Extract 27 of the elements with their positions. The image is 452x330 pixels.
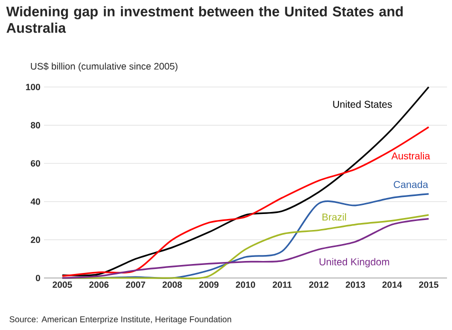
x-tick-label: 2006: [89, 282, 109, 288]
line-series: [62, 86, 430, 276]
y-tick-label: 60: [30, 160, 40, 167]
y-tick-label: 100: [26, 84, 40, 90]
series-label: United Kingdom: [320, 258, 390, 268]
series-label: Australia: [391, 152, 430, 160]
x-tick-label: 2009: [199, 282, 219, 288]
x-tick-label: 2013: [346, 282, 366, 288]
x-tick-label: 2015: [419, 282, 438, 288]
x-tick-label: 2012: [309, 282, 328, 288]
series-label: United States: [333, 100, 392, 108]
x-tick-label: 2008: [162, 282, 182, 288]
source-note: Source: American Enterprize Institute, Heritage Foundation: [10, 316, 232, 324]
x-tick-label: 2010: [236, 282, 256, 288]
series-label: Brazil: [322, 213, 346, 221]
y-tick-label: 80: [30, 122, 40, 128]
y-tick-label: 40: [30, 198, 40, 205]
x-tick-label: 2005: [52, 282, 72, 288]
x-tick-label: 2007: [126, 282, 146, 288]
y-axis-title: US$ billion (cumulative since 2005): [30, 62, 178, 72]
line-series: [62, 126, 430, 277]
chart-title: Widening gap in investment between the United States and Australia: [6, 6, 403, 33]
x-tick-label: 2014: [382, 282, 402, 288]
y-tick-label: 20: [30, 236, 40, 243]
series-label: Canada: [394, 180, 428, 188]
y-tick-label: 0: [36, 274, 40, 282]
x-tick-label: 2011: [272, 282, 292, 288]
